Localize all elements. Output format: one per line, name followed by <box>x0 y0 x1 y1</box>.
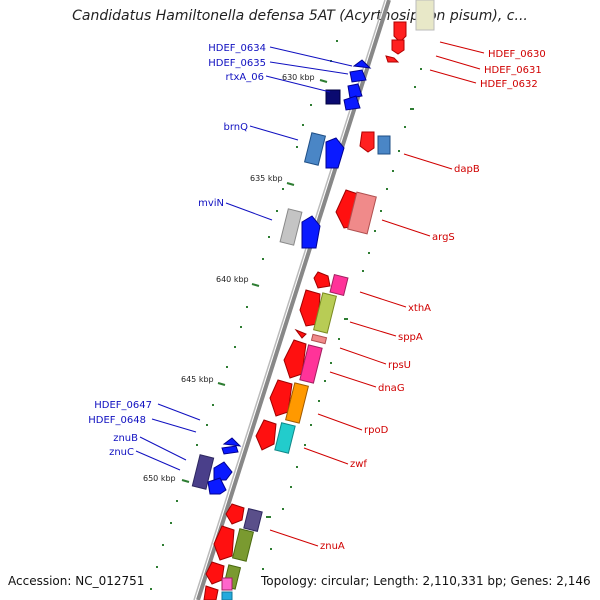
label-xthA: xthA <box>408 303 431 314</box>
tick-group-650: 650 kbp <box>143 474 190 483</box>
gene-xthA[interactable] <box>313 271 349 297</box>
tick-label: 635 kbp <box>250 174 283 183</box>
label-rpsU: rpsU <box>388 360 411 371</box>
accession-text: Accession: NC_012751 <box>8 574 145 588</box>
gene-HDEF_0630[interactable] <box>393 0 435 43</box>
tick-group-635: 635 kbp <box>250 174 295 186</box>
label-zwf: zwf <box>350 459 367 470</box>
label-znuA: znuA <box>320 541 345 552</box>
gene-rpoD[interactable] <box>269 379 309 424</box>
gene-rtxA_06[interactable] <box>325 89 361 111</box>
label-HDEF_0648: HDEF_0648 <box>88 415 146 426</box>
label-HDEF_0647: HDEF_0647 <box>94 400 152 411</box>
label-argS: argS <box>432 232 455 243</box>
gene-HDEF_0647[interactable] <box>222 437 242 447</box>
label-brnQ: brnQ <box>224 122 249 133</box>
gene-argS[interactable] <box>335 189 377 235</box>
gene-znuB[interactable] <box>191 454 233 490</box>
backbone-outer <box>196 0 391 600</box>
tick-group-645: 645 kbp <box>181 375 226 386</box>
tick-group-640: 640 kbp <box>216 275 260 287</box>
gene-HDEF_0632[interactable] <box>385 55 400 63</box>
gene-zwf[interactable] <box>255 419 296 454</box>
tick-group-630: 630 kbp <box>282 73 328 83</box>
label-rpoD: rpoD <box>364 425 389 436</box>
gene-dapB[interactable] <box>359 131 375 153</box>
label-znuC: znuC <box>109 447 134 458</box>
gene-dapB-partner[interactable] <box>377 135 391 155</box>
gene-rpsU[interactable] <box>294 328 328 345</box>
gene-znuA[interactable] <box>203 503 263 600</box>
gene-HDEF_0635[interactable] <box>347 69 367 99</box>
callout-lines-right <box>269 41 485 547</box>
minor-ticks-right <box>262 68 422 570</box>
label-dapB: dapB <box>454 164 480 175</box>
tick-label: 640 kbp <box>216 275 249 284</box>
label-znuB: znuB <box>113 433 138 444</box>
label-rtxA_06: rtxA_06 <box>225 72 264 83</box>
label-mviN: mviN <box>198 198 224 209</box>
tick-label: 650 kbp <box>143 474 176 483</box>
tick-label: 630 kbp <box>282 73 315 82</box>
gene-mviN[interactable] <box>279 208 321 249</box>
gene-znuC[interactable] <box>207 477 227 495</box>
gene-HDEF_0634[interactable] <box>352 59 372 69</box>
label-HDEF_0631: HDEF_0631 <box>484 65 542 76</box>
gene-brnQ[interactable] <box>303 132 345 169</box>
map-title: Candidatus Hamiltonella defensa 5AT (Acy… <box>72 8 528 24</box>
callout-lines-left <box>135 46 353 471</box>
label-HDEF_0635: HDEF_0635 <box>208 58 266 69</box>
label-HDEF_0630: HDEF_0630 <box>488 49 546 60</box>
label-dnaG: dnaG <box>378 383 405 394</box>
tick-label: 645 kbp <box>181 375 214 384</box>
gene-HDEF_0648[interactable] <box>221 445 239 455</box>
label-HDEF_0634: HDEF_0634 <box>208 43 266 54</box>
minor-ticks-left <box>150 40 338 590</box>
gene-HDEF_0631[interactable] <box>391 39 405 55</box>
label-HDEF_0632: HDEF_0632 <box>480 79 538 90</box>
label-sppA: sppA <box>398 332 423 343</box>
gene-dnaG[interactable] <box>283 339 323 384</box>
gene-sppA[interactable] <box>299 289 337 334</box>
topology-text: Topology: circular; Length: 2,110,331 bp… <box>261 574 591 588</box>
